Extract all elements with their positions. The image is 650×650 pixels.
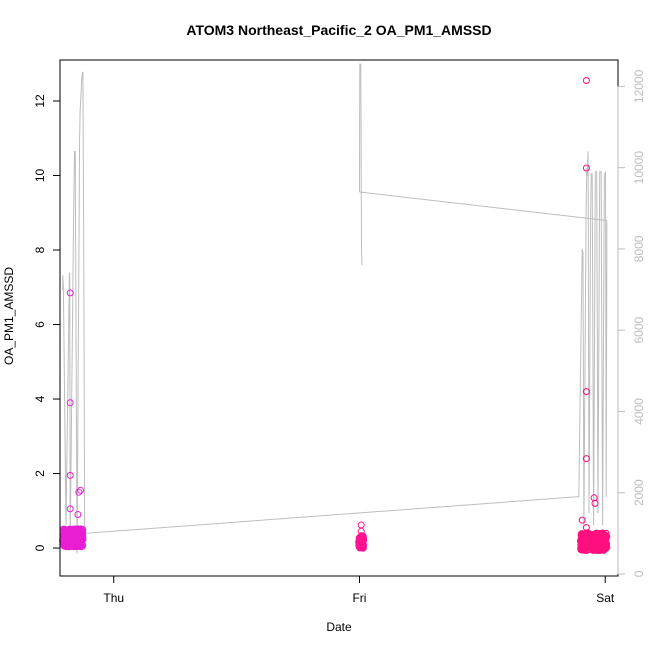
data-point (62, 531, 70, 539)
x-axis-label: Date (326, 620, 352, 634)
x-tick-label: Fri (352, 591, 366, 605)
x-axis: Thu Fri Sat (103, 575, 615, 605)
left-tick-label: 6 (33, 321, 47, 328)
data-point (72, 529, 80, 537)
right-tick-label: 2000 (632, 479, 646, 506)
left-tick-label: 10 (33, 169, 47, 183)
plot-frame (59, 59, 619, 577)
data-point-outlier (66, 505, 74, 513)
data-point (68, 534, 76, 542)
data-point (579, 543, 587, 551)
right-tick-label: 4000 (632, 398, 646, 425)
altitude-line-connector (359, 191, 607, 221)
left-y-axis: 0 2 4 6 8 10 12 (33, 94, 61, 551)
chart-title: ATOM3 Northeast_Pacific_2 OA_PM1_AMSSD (186, 22, 491, 38)
data-point (603, 540, 611, 548)
data-point (79, 526, 87, 533)
x-tick-label: Thu (103, 591, 124, 605)
data-point (589, 547, 597, 554)
data-point (74, 542, 82, 550)
data-point-outlier (582, 455, 590, 463)
data-point-outlier (66, 471, 74, 479)
altitude-line-1 (62, 71, 608, 554)
right-tick-label: 10000 (632, 151, 646, 185)
data-point (580, 532, 588, 540)
data-point (581, 544, 589, 552)
data-point-outlier (582, 524, 590, 532)
data-point (599, 539, 607, 547)
data-point (78, 541, 86, 549)
left-tick-label: 0 (33, 544, 47, 551)
right-tick-label: 12000 (632, 69, 646, 103)
data-point-outlier (66, 289, 74, 297)
data-point-outlier (75, 488, 83, 496)
data-point (579, 536, 587, 543)
left-tick-label: 12 (33, 94, 47, 108)
data-point-outlier (578, 516, 586, 524)
data-point (597, 546, 605, 554)
left-tick-label: 4 (33, 395, 47, 402)
data-point (583, 532, 591, 540)
oa-points-layer (59, 77, 611, 554)
data-point-outlier (591, 499, 599, 507)
data-point-outlier (582, 77, 590, 84)
data-point (589, 536, 597, 544)
data-point-outlier (582, 388, 590, 396)
data-point (588, 543, 596, 551)
right-y-axis: 0 2000 4000 6000 8000 10000 12000 (617, 69, 646, 577)
data-point-outlier (66, 399, 74, 407)
data-point (64, 527, 72, 535)
data-point (602, 533, 610, 541)
data-point-outlier (77, 486, 84, 494)
data-point (603, 544, 611, 551)
data-point (69, 530, 77, 538)
right-tick-label: 0 (632, 570, 646, 577)
data-point-outlier (357, 521, 365, 529)
data-point (357, 541, 365, 549)
data-point (65, 541, 73, 549)
right-tick-label: 8000 (632, 235, 646, 262)
right-tick-label: 6000 (632, 317, 646, 344)
data-point (63, 527, 71, 535)
y-axis-label: OA_PM1_AMSSD (2, 267, 16, 365)
data-point-outlier (582, 164, 590, 172)
left-tick-label: 8 (33, 246, 47, 253)
x-tick-label: Sat (596, 591, 615, 605)
altitude-line-layer (62, 63, 608, 554)
data-point-outlier (357, 527, 365, 535)
left-tick-label: 2 (33, 470, 47, 477)
data-point-outlier (74, 511, 82, 518)
data-point (355, 534, 363, 542)
altitude-line-2 (359, 63, 363, 266)
